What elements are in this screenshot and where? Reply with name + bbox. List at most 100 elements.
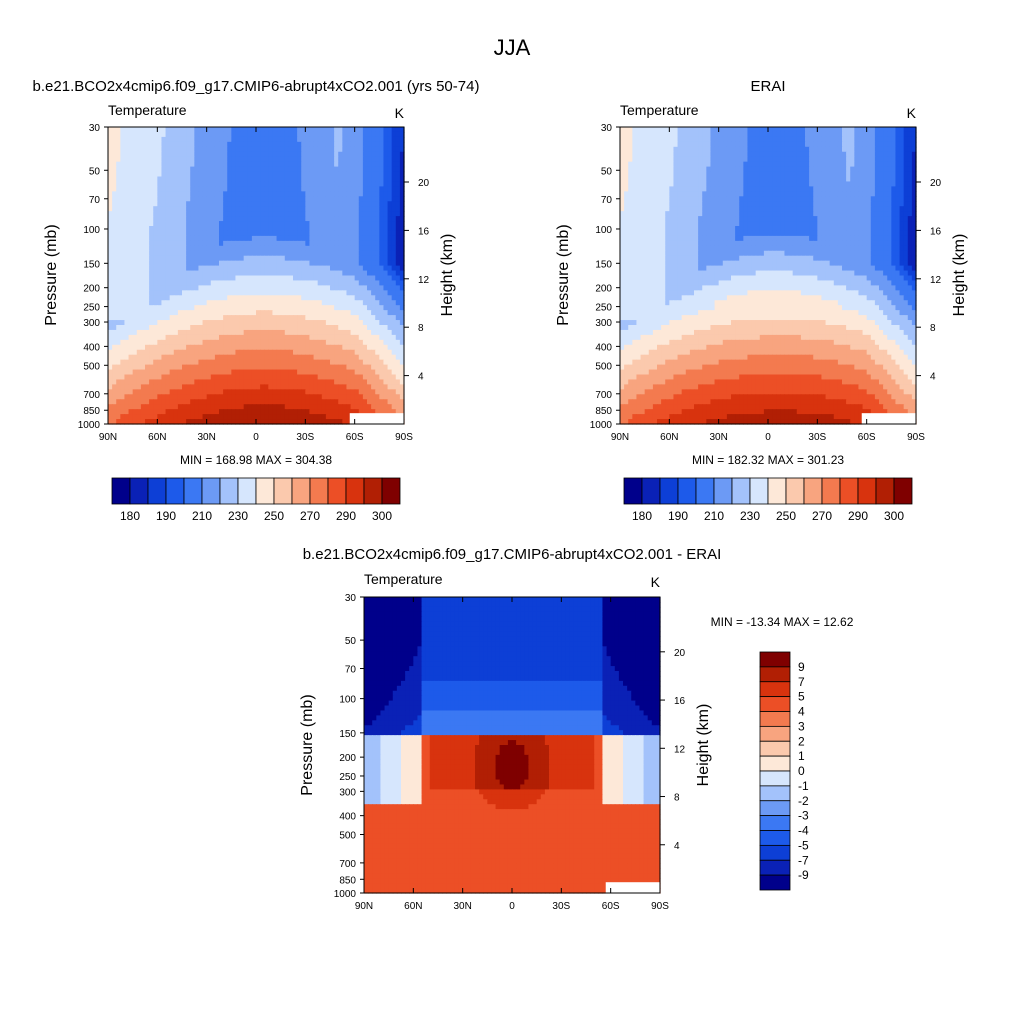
model-cell <box>379 389 384 395</box>
model-cell <box>359 399 364 405</box>
model-cell <box>198 409 203 415</box>
model-cell <box>203 389 208 395</box>
model-cell <box>301 172 306 178</box>
model-cell <box>355 280 360 286</box>
model-cell <box>161 137 166 143</box>
model-cell <box>203 132 208 138</box>
model-cell <box>297 276 302 282</box>
model-cell <box>252 370 257 376</box>
model-colorbar-swatch <box>256 478 274 504</box>
model-cell <box>322 276 327 282</box>
model-cell <box>367 350 372 356</box>
model-cell <box>346 226 351 232</box>
model-cell <box>260 236 265 242</box>
model-cell <box>322 350 327 356</box>
model-cell <box>211 147 216 153</box>
model-cell <box>174 152 179 158</box>
model-cell <box>330 201 335 207</box>
model-cell <box>268 365 273 371</box>
model-cell <box>355 315 360 321</box>
model-cell <box>194 246 199 252</box>
model-cell <box>124 162 129 168</box>
model-cell <box>318 290 323 296</box>
model-cell <box>129 340 134 346</box>
model-cell <box>277 201 282 207</box>
model-cell <box>289 251 294 257</box>
model-cell <box>256 127 261 133</box>
model-cell <box>133 290 138 296</box>
model-cell <box>392 256 397 262</box>
model-cell <box>141 300 146 306</box>
model-cell <box>219 305 224 311</box>
model-cell <box>219 414 224 420</box>
model-cell <box>215 355 220 361</box>
model-cell <box>326 384 331 390</box>
model-cell <box>338 276 343 282</box>
model-cell <box>178 221 183 227</box>
model-cell <box>281 355 286 361</box>
model-cell <box>203 256 208 262</box>
model-cell <box>285 375 290 381</box>
model-cell <box>129 335 134 341</box>
model-cell <box>182 226 187 232</box>
obs-cell <box>846 127 851 133</box>
model-cell <box>194 370 199 376</box>
model-cell <box>133 345 138 351</box>
model-cell <box>392 345 397 351</box>
model-cell <box>161 355 166 361</box>
model-cell <box>133 280 138 286</box>
model-cell <box>227 365 232 371</box>
obs-cell <box>879 137 884 143</box>
model-cell <box>170 350 175 356</box>
model-cell <box>342 181 347 187</box>
model-cell <box>375 280 380 286</box>
model-cell <box>133 196 138 202</box>
model-cell <box>223 196 228 202</box>
model-cell <box>231 216 236 222</box>
model-cell <box>322 147 327 153</box>
model-cell <box>318 201 323 207</box>
model-cell <box>355 226 360 232</box>
model-cell <box>108 375 113 381</box>
obs-cell <box>735 142 740 148</box>
model-cell <box>318 355 323 361</box>
model-cell <box>268 335 273 341</box>
model-cell <box>203 157 208 163</box>
model-cell <box>120 221 125 227</box>
obs-cell <box>834 162 839 168</box>
model-cell <box>219 355 224 361</box>
model-cell <box>293 330 298 336</box>
model-cell <box>359 285 364 291</box>
model-cell <box>388 231 393 237</box>
model-cell <box>211 360 216 366</box>
model-cell <box>166 300 171 306</box>
model-cell <box>359 360 364 366</box>
model-cell <box>215 414 220 420</box>
model-cell <box>285 300 290 306</box>
model-cell <box>359 370 364 376</box>
model-cell <box>351 172 356 178</box>
model-cell <box>371 295 376 301</box>
model-cell <box>281 137 286 143</box>
model-cell <box>215 226 220 232</box>
model-cell <box>309 186 314 192</box>
model-cell <box>174 414 179 420</box>
model-cell <box>359 137 364 143</box>
model-cell <box>256 162 261 168</box>
model-cell <box>186 310 191 316</box>
model-cell <box>194 142 199 148</box>
model-cell <box>235 330 240 336</box>
model-cell <box>293 414 298 420</box>
model-cell <box>194 290 199 296</box>
model-cell <box>227 370 232 376</box>
model-cell <box>108 370 113 376</box>
model-cell <box>215 365 220 371</box>
model-cell <box>240 271 245 277</box>
model-cell <box>207 186 212 192</box>
model-cell <box>174 394 179 400</box>
model-cell <box>367 137 372 143</box>
model-cell <box>277 280 282 286</box>
model-cell <box>141 177 146 183</box>
model-cell <box>120 191 125 197</box>
model-cell <box>260 196 265 202</box>
